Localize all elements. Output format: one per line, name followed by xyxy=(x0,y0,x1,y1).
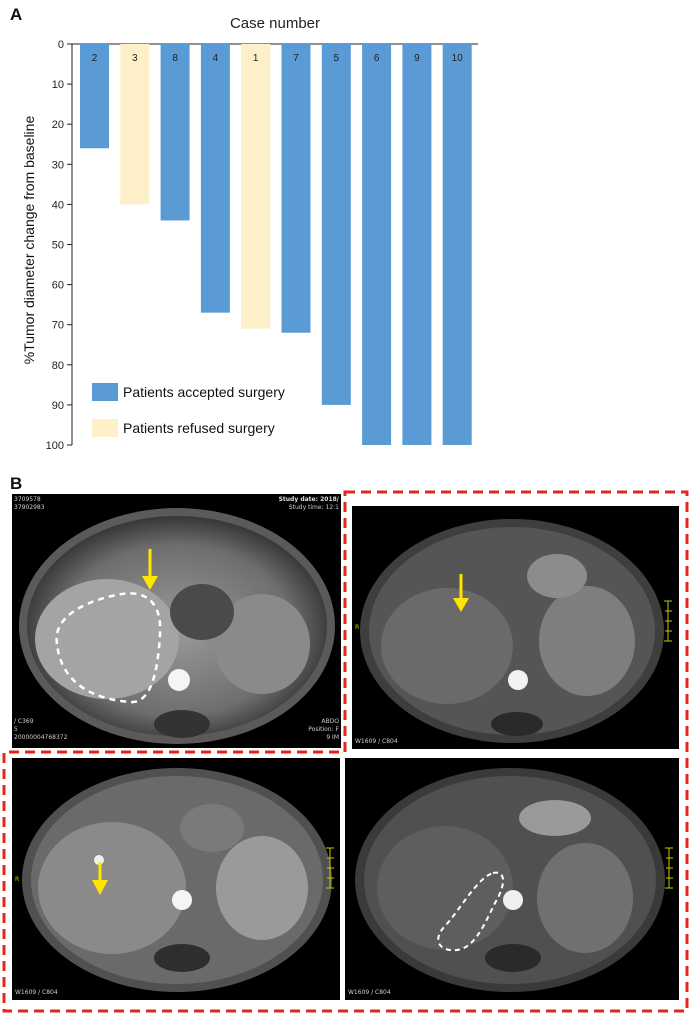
y-tick-label: 0 xyxy=(58,39,64,51)
bar-case-3 xyxy=(120,44,150,205)
y-ticks: 0 10 20 30 40 50 60 70 80 90 100 xyxy=(46,39,72,452)
case-label: 5 xyxy=(334,53,340,64)
case-label: 1 xyxy=(253,53,259,64)
case-label: 6 xyxy=(374,53,380,64)
case-label: 7 xyxy=(293,53,299,64)
overlay-id-1: 3709578 xyxy=(14,496,41,503)
bar-case-6 xyxy=(362,44,392,445)
y-tick-label: 70 xyxy=(52,320,64,332)
overlay-region: ABDO xyxy=(321,718,339,725)
y-tick-label: 20 xyxy=(52,119,64,131)
legend-swatch-refused xyxy=(92,419,118,437)
overlay-study-time: Study time: 12:1 xyxy=(288,504,339,511)
legend-swatch-accepted xyxy=(92,383,118,401)
bar-case-8 xyxy=(160,44,190,221)
chart-title: Case number xyxy=(230,15,320,32)
y-tick-label: 90 xyxy=(52,400,64,412)
case-label: 3 xyxy=(132,53,138,64)
y-tick-label: 100 xyxy=(46,440,64,452)
panel-b-label: B xyxy=(10,474,23,493)
y-tick-label: 30 xyxy=(52,159,64,171)
side-marker: R xyxy=(355,624,360,631)
overlay-window: W1609 / C804 xyxy=(355,738,398,745)
overlay-window: W1609 / C804 xyxy=(15,989,58,996)
tumor-change-bar-chart: A Case number %Tumor diameter change fro… xyxy=(10,5,478,452)
mri-followup-image-2: R W1609 / C804 xyxy=(12,758,340,1000)
bar-case-5 xyxy=(321,44,351,405)
overlay-image-number: 9 IM xyxy=(326,734,339,741)
legend-label-refused: Patients refused surgery xyxy=(123,420,275,436)
bar-case-1 xyxy=(241,44,271,329)
y-tick-label: 80 xyxy=(52,360,64,372)
legend-label-accepted: Patients accepted surgery xyxy=(123,384,285,400)
case-label: 4 xyxy=(213,53,219,64)
overlay-id-2: 37902983 xyxy=(14,504,45,511)
overlay-window: / C369 xyxy=(14,718,34,725)
side-marker: R xyxy=(15,876,20,883)
bar-case-7 xyxy=(281,44,311,333)
bar-case-9 xyxy=(402,44,432,445)
y-tick-label: 60 xyxy=(52,280,64,292)
bar-case-10 xyxy=(442,44,472,445)
case-labels: 2 3 8 4 1 7 5 6 9 10 xyxy=(92,53,463,64)
y-axis-label: %Tumor diameter change from baseline xyxy=(21,116,37,365)
overlay-study-date: Study date: 2018/ xyxy=(278,496,339,503)
y-tick-label: 50 xyxy=(52,240,64,252)
overlay-window: W1609 / C804 xyxy=(348,989,391,996)
bar-case-2 xyxy=(80,44,109,149)
bar-case-4 xyxy=(200,44,230,313)
mri-baseline-image: 3709578 37902983 Study date: 2018/ Study… xyxy=(12,494,341,748)
overlay-series: 5 xyxy=(14,726,18,733)
legend: Patients accepted surgery Patients refuse… xyxy=(92,383,285,437)
case-label: 2 xyxy=(92,53,98,64)
overlay-accession: 20000004768372 xyxy=(14,734,68,741)
mri-followup-image-3: W1609 / C804 xyxy=(345,758,679,1000)
bars xyxy=(80,44,472,445)
panel-a-label: A xyxy=(10,5,22,24)
case-label: 8 xyxy=(172,53,178,64)
overlay-position: Position: F xyxy=(308,726,339,733)
case-label: 10 xyxy=(452,53,464,64)
y-tick-label: 40 xyxy=(52,199,64,211)
y-tick-label: 10 xyxy=(52,79,64,91)
mri-followup-image-1: R W1609 / C804 xyxy=(352,506,679,749)
case-label: 9 xyxy=(414,53,420,64)
